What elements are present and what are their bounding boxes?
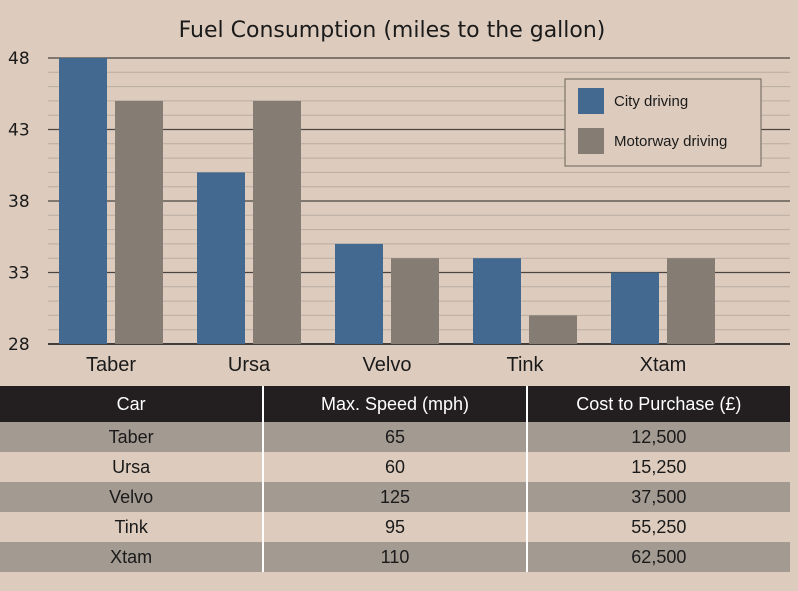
table-row: Tink 95 55,250 [0, 512, 790, 542]
table-header-row: Car Max. Speed (mph) Cost to Purchase (£… [0, 386, 790, 422]
bar-taber-motorway [115, 100, 163, 345]
x-tick-label: Taber [86, 354, 136, 376]
cell-car: Velvo [0, 482, 264, 512]
bar-ursa-city [197, 172, 245, 344]
x-tick-label: Velvo [363, 354, 412, 376]
y-tick-label: 38 [8, 192, 30, 212]
fuel-consumption-chart: Fuel Consumption (miles to the gallon) 2… [8, 18, 790, 376]
bar-velvo-motorway [391, 258, 439, 344]
bar-tink-city [473, 258, 521, 344]
table-row: Ursa 60 15,250 [0, 452, 790, 482]
bar-xtam-city [611, 272, 659, 344]
cell-car: Taber [0, 422, 264, 452]
cell-max-speed: 60 [262, 452, 527, 482]
cell-cost: 62,500 [525, 542, 790, 572]
cell-cost: 15,250 [525, 452, 790, 482]
cell-max-speed: 95 [262, 512, 527, 542]
table-row: Taber 65 12,500 [0, 422, 790, 452]
cell-max-speed: 65 [262, 422, 527, 452]
bar-xtam-motorway [667, 258, 715, 344]
y-tick-label: 43 [8, 121, 30, 141]
bar-taber-city [59, 58, 107, 344]
legend-label-city: City driving [614, 93, 688, 110]
cell-max-speed: 110 [262, 542, 527, 572]
cell-car: Ursa [0, 452, 264, 482]
table-row: Xtam 110 62,500 [0, 542, 790, 572]
table-row: Velvo 125 37,500 [0, 482, 790, 512]
x-tick-label: Xtam [640, 354, 687, 376]
bar-tink-motorway [529, 315, 577, 344]
cell-max-speed: 125 [262, 482, 527, 512]
cell-car: Xtam [0, 542, 264, 572]
car-spec-table: Car Max. Speed (mph) Cost to Purchase (£… [0, 386, 790, 572]
cell-cost: 37,500 [525, 482, 790, 512]
x-tick-label: Tink [506, 354, 544, 376]
y-tick-label: 28 [8, 335, 30, 355]
cell-cost: 12,500 [525, 422, 790, 452]
bar-velvo-city [335, 243, 383, 344]
legend-label-motorway: Motorway driving [614, 133, 727, 150]
column-header-car: Car [0, 386, 264, 422]
column-header-max-speed: Max. Speed (mph) [262, 386, 527, 422]
y-tick-label: 33 [8, 264, 30, 284]
legend-swatch-city [578, 88, 604, 114]
bar-ursa-motorway [253, 100, 301, 345]
cell-cost: 55,250 [525, 512, 790, 542]
chart-title: Fuel Consumption (miles to the gallon) [179, 18, 606, 43]
x-tick-label: Ursa [228, 354, 271, 376]
cell-car: Tink [0, 512, 264, 542]
legend-swatch-motorway [578, 128, 604, 154]
y-tick-label: 48 [8, 49, 30, 69]
column-header-cost: Cost to Purchase (£) [525, 386, 790, 422]
